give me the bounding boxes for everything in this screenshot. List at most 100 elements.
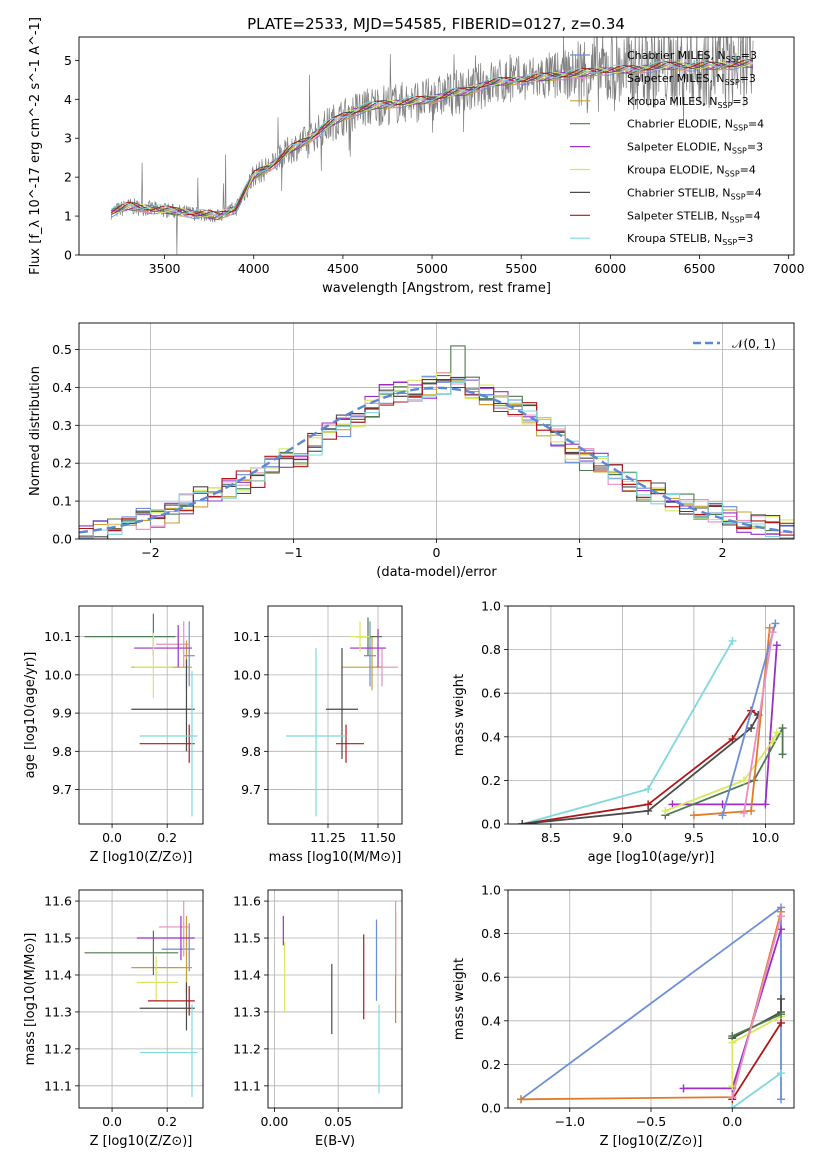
age_vs_Z-ytick-label: 10.0: [44, 667, 72, 682]
mass_weight_vs_age-ytick-label: 0.0: [481, 817, 501, 832]
legend-subscript: SSP: [732, 147, 747, 156]
legend-value: =4: [740, 164, 756, 177]
histogram-step: [79, 379, 794, 539]
legend-entry: Chabrier STELIB, NSSP=4: [627, 186, 762, 201]
series-line: [721, 623, 777, 816]
residual_hist-ytick-label: 0.3: [52, 418, 72, 433]
series-line: [672, 645, 778, 806]
mass_weight_vs_age-ytick-label: 1.0: [481, 599, 501, 614]
residual_hist-xtick-label: 0: [433, 545, 441, 560]
mass_vs_ebv-panel: 0.00 0.05 11.1 11.2 11.3 11.4 11.5 11.6 E(B-V): [233, 889, 403, 1149]
age_vs_mass-xtick-label: 11.25: [310, 830, 346, 845]
spectrum-plot-area: [110, 37, 754, 255]
mass_vs_Z-xlabel: Z [log10(Z/Z⊙)]: [90, 1134, 193, 1149]
mass_weight_vs_Z-ytick-label: 1.0: [481, 883, 501, 898]
age_vs_mass-ytick-label: 10.1: [233, 629, 261, 644]
spectrum-xlabel: wavelength [Angstrom, rest frame]: [322, 281, 551, 296]
mass_weight_vs_Z-xtick-label: −0.5: [636, 1114, 666, 1129]
legend-subscript: SSP: [725, 170, 740, 179]
legend-entry: Kroupa ELODIE, NSSP=4: [627, 164, 756, 179]
histogram-step: [79, 376, 794, 539]
age_vs_mass-ytick-label: 10.0: [233, 667, 261, 682]
age_vs_mass-ytick-label: 9.7: [241, 782, 261, 797]
legend-value: =4: [748, 118, 764, 131]
mass_weight_vs_Z-ytick-label: 0.2: [481, 1057, 501, 1072]
mass_weight_vs_Z-xtick-label: 0.0: [722, 1114, 742, 1129]
spectrum-data-line: [110, 37, 754, 255]
age_vs_Z-frame: [78, 605, 204, 825]
legend-subscript: SSP: [731, 192, 746, 201]
spectrum-ytick-label: 3: [64, 131, 72, 146]
mass_vs_Z-ytick-label: 11.1: [44, 1078, 72, 1093]
legend-entry: Salpeter STELIB, NSSP=4: [627, 209, 761, 224]
mass_weight_vs_age-ytick-label: 0.6: [481, 686, 501, 701]
mass_weight_vs_age-xlabel: age [log10(age/yr)]: [588, 850, 715, 865]
mass_weight_vs_Z-xtick-label: −1.0: [555, 1114, 585, 1129]
legend-value: =3: [737, 232, 753, 245]
mass_weight_vs_age-xtick-label: 8.5: [541, 830, 561, 845]
age_vs_mass-plot-area: [286, 617, 398, 817]
spectrum-xtick-label: 4000: [238, 261, 270, 276]
residual_hist-ytick-label: 0.5: [52, 342, 72, 357]
mass_weight_vs_age-ylabel: mass weight: [452, 674, 467, 756]
mass_vs_Z-ytick-label: 11.4: [44, 967, 72, 982]
mass_vs_ebv-xtick-label: 0.00: [260, 1114, 288, 1129]
legend-entry: Salpeter ELODIE, NSSP=3: [627, 141, 763, 156]
age_vs_mass-ytick-label: 9.8: [241, 744, 261, 759]
mass_weight_vs_age-ytick-label: 0.8: [481, 642, 501, 657]
age_vs_mass-panel: 11.25 11.50 9.7 9.8 9.9 10.0 10.1 mass [log10(M…: [233, 605, 403, 865]
mass_vs_Z-ytick-label: 11.3: [44, 1004, 72, 1019]
mass_weight_vs_Z-xlabel: Z [log10(Z/Z⊙)]: [600, 1134, 703, 1149]
mass_vs_ebv-ytick-label: 11.1: [233, 1078, 261, 1093]
legend-value: =3: [732, 95, 748, 108]
mass_vs_Z-frame: [78, 889, 204, 1109]
residual_hist-xlabel: (data-model)/error: [376, 565, 497, 580]
spectrum-frame: [78, 36, 795, 256]
spectrum-ytick-label: 0: [64, 248, 72, 263]
legend-entry: Chabrier ELODIE, NSSP=4: [627, 118, 764, 133]
histogram-step: [79, 379, 794, 539]
residual_hist-xtick-label: 2: [719, 545, 727, 560]
spectrum-model-line: [110, 58, 754, 217]
residual_hist-ytick-label: 0.2: [52, 456, 72, 471]
residual_hist-ylabel: Normed distribution: [28, 366, 43, 496]
spectrum-xtick-label: 5500: [505, 261, 537, 276]
age_vs_Z-ylabel: age [log10(age/yr)]: [23, 652, 38, 779]
legend-entry: 𝒩(0, 1): [732, 337, 776, 351]
legend-subscript: SSP: [726, 55, 741, 64]
legend-entry: Salpeter MILES, NSSP=3: [627, 72, 756, 87]
series-line: [743, 632, 774, 814]
residual_hist-ytick-label: 0.0: [52, 532, 72, 547]
residual_hist-ytick-label: 0.4: [52, 380, 72, 395]
spectrum-xtick-label: 6500: [684, 261, 716, 276]
mass_vs_Z-ytick-label: 11.6: [44, 894, 72, 909]
mass_vs_ebv-plot-area: [282, 901, 397, 1094]
mass_weight_vs_age-panel: 8.5 9.0 9.5 10.0 0.0 0.2 0.4 0.6 0.8 1.0 age [log1…: [452, 599, 795, 865]
age_vs_Z-xtick-label: 0.2: [157, 830, 177, 845]
mass_weight_vs_Z-panel: −1.0 −0.5 0.0 0.0 0.2 0.4 0.6 0.8 1.0 Z [log10(Z/…: [452, 883, 795, 1149]
legend-subscript: SSP: [729, 215, 744, 224]
legend-subscript: SSP: [725, 78, 740, 87]
mass_vs_Z-panel: 0.0 0.2 11.1 11.2 11.3 11.4 11.5 11.6 Z [log10(Z…: [23, 889, 204, 1149]
residual_hist-xtick-label: −1: [284, 545, 302, 560]
residual_hist-plot-area: [79, 345, 794, 539]
spectrum-xtick-label: 5000: [416, 261, 448, 276]
spectrum-xtick-label: 7000: [773, 261, 805, 276]
residual_hist-panel: −2 −1 0 1 2 0.0 0.1 0.2 0.3 0.4 0.5 (data-model)/er…: [28, 322, 795, 580]
mass_vs_Z-xtick-label: 0.0: [102, 1114, 122, 1129]
residual_hist-frame: [78, 322, 795, 540]
legend-value: =4: [744, 209, 760, 222]
mass_weight_vs_Z-frame: [507, 889, 795, 1109]
mass_weight_vs_Z-ytick-label: 0.4: [481, 1013, 501, 1028]
series-line: [664, 732, 778, 812]
mass_weight_vs_age-xtick-label: 9.5: [684, 830, 704, 845]
age_vs_Z-ytick-label: 9.8: [52, 744, 72, 759]
spectrum-xtick-label: 6000: [594, 261, 626, 276]
spectrum-ytick-label: 5: [64, 53, 72, 68]
legend-entry: Chabrier MILES, NSSP=3: [627, 49, 757, 64]
mass_vs_ebv-xtick-label: 0.05: [324, 1114, 352, 1129]
spectrum-xtick-label: 3500: [149, 261, 181, 276]
age_vs_Z-plot-area: [84, 613, 198, 817]
legend-entry: Kroupa STELIB, NSSP=3: [627, 232, 753, 247]
